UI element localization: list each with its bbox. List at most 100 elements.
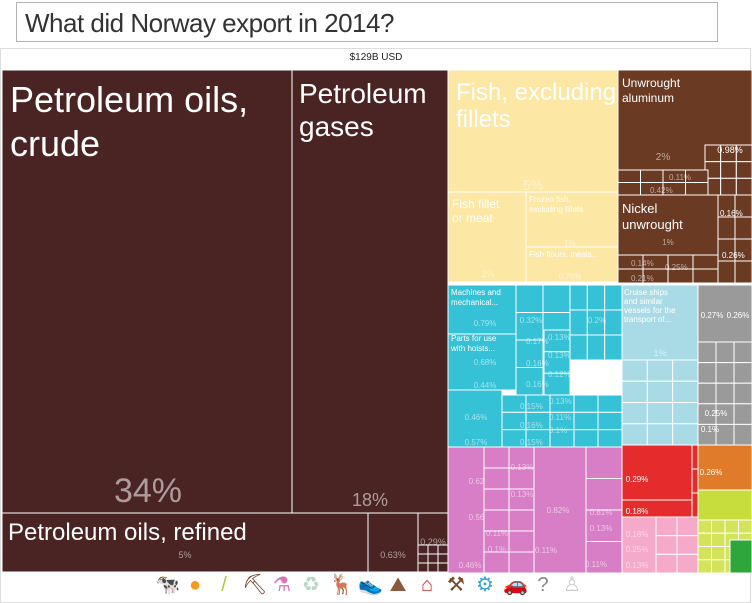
tile-green[interactable] <box>711 532 726 547</box>
tile-metal[interactable] <box>717 216 736 240</box>
tile-ships[interactable] <box>621 380 648 403</box>
car-icon[interactable]: 🚗 <box>503 574 528 596</box>
tile-pink[interactable] <box>508 509 535 532</box>
tile-dark-green[interactable] <box>729 539 752 574</box>
tile-green[interactable] <box>724 519 739 534</box>
tile-green[interactable] <box>697 532 712 547</box>
tile-fish[interactable] <box>447 69 619 193</box>
question-icon[interactable]: ? <box>537 574 549 596</box>
tile-machinery[interactable] <box>586 334 606 361</box>
deer-icon[interactable]: 🦌 <box>329 574 354 596</box>
tile-ships[interactable] <box>621 359 648 382</box>
tile-other[interactable] <box>733 423 752 446</box>
tile-metal[interactable] <box>734 216 752 240</box>
tile-orange[interactable] <box>697 444 752 491</box>
tile-green[interactable] <box>711 546 726 561</box>
tile-pink[interactable] <box>483 509 510 532</box>
tile-other-petroleum[interactable] <box>367 512 419 573</box>
mountain-icon[interactable]: ⛰ <box>389 574 407 596</box>
tile-green[interactable] <box>697 489 752 521</box>
tile-other[interactable] <box>733 403 752 425</box>
tile-metal[interactable] <box>720 177 737 196</box>
tile-machinery[interactable] <box>515 312 544 341</box>
tile-other[interactable] <box>733 382 752 405</box>
tile-machinery[interactable] <box>604 334 623 361</box>
tile-other-petroleum[interactable] <box>437 562 449 573</box>
tile-other[interactable] <box>697 362 717 384</box>
shoe-icon[interactable]: 👟 <box>358 574 383 596</box>
tile-ships[interactable] <box>621 402 648 425</box>
search-box[interactable]: What did Norway export in 2014? <box>16 2 718 42</box>
tile-ships[interactable] <box>621 423 648 446</box>
tile-machinery[interactable] <box>515 367 544 396</box>
tile-metal[interactable] <box>692 254 719 270</box>
tile-light-pink[interactable] <box>655 535 678 555</box>
tile-pink[interactable] <box>508 551 535 574</box>
tile-metal[interactable] <box>734 260 752 284</box>
tile-metal[interactable] <box>685 182 709 196</box>
flask-icon[interactable]: ⚗ <box>273 574 291 596</box>
statue-icon[interactable]: ♙ <box>563 574 581 596</box>
tile-pink[interactable] <box>483 551 510 574</box>
tile-pink[interactable] <box>483 446 510 469</box>
tile-pink[interactable] <box>585 509 623 542</box>
tile-metal[interactable] <box>735 161 752 179</box>
tile-ships[interactable] <box>646 423 674 446</box>
tile-ships[interactable] <box>672 359 699 382</box>
tile-other[interactable] <box>733 362 752 384</box>
tile-green[interactable] <box>738 519 752 534</box>
tile-other-petroleum[interactable] <box>427 562 439 573</box>
tile-green[interactable] <box>697 546 712 561</box>
tile-metal[interactable] <box>720 161 737 179</box>
tile-petroleum-gases[interactable] <box>291 69 449 514</box>
tile-pink[interactable] <box>508 530 535 553</box>
tile-other[interactable] <box>715 362 735 384</box>
gears-icon[interactable]: ⚙ <box>476 574 494 596</box>
tile-machinery[interactable] <box>569 284 588 311</box>
tile-metal[interactable] <box>617 169 641 183</box>
tile-fish-flours[interactable] <box>525 246 619 283</box>
tile-other-petroleum[interactable] <box>427 553 439 564</box>
tile-machinery[interactable] <box>573 429 599 448</box>
tile-ships[interactable] <box>672 402 699 425</box>
tile-other[interactable] <box>697 382 717 405</box>
tile-machinery[interactable] <box>542 284 571 313</box>
tile-machines[interactable] <box>447 284 517 335</box>
tile-metal[interactable] <box>640 169 664 183</box>
tile-machinery[interactable] <box>604 284 623 311</box>
tile-metal[interactable] <box>692 268 719 284</box>
tile-pink[interactable] <box>483 488 510 511</box>
tile-other-petroleum[interactable] <box>417 544 429 555</box>
tile-light-pink[interactable] <box>655 516 678 537</box>
tile-machinery[interactable] <box>597 429 623 448</box>
tile-other-petroleum[interactable] <box>427 544 439 555</box>
tile-metal[interactable] <box>735 177 752 196</box>
tile-green[interactable] <box>711 559 726 574</box>
tile-petroleum-refined[interactable] <box>1 512 369 573</box>
house-icon[interactable]: ⌂ <box>420 574 434 596</box>
tile-ships[interactable] <box>672 380 699 403</box>
tile-pink[interactable] <box>533 446 587 574</box>
tile-ships[interactable] <box>646 402 674 425</box>
tile-other[interactable] <box>697 284 752 343</box>
oil-rig-icon[interactable]: ⛏ <box>242 574 268 596</box>
cow-icon[interactable]: 🐄 <box>155 574 180 596</box>
tile-other-petroleum[interactable] <box>417 562 429 573</box>
orange-icon[interactable]: ● <box>188 574 202 596</box>
tile-machinery[interactable] <box>569 334 588 361</box>
tile-light-pink[interactable] <box>676 553 699 574</box>
tile-pink[interactable] <box>585 478 623 511</box>
tile-light-pink[interactable] <box>676 516 699 537</box>
tile-other-petroleum[interactable] <box>437 553 449 564</box>
tile-other[interactable] <box>697 341 717 364</box>
tile-metal[interactable] <box>717 260 736 284</box>
tile-parts-hoists[interactable] <box>447 333 517 391</box>
tile-machinery[interactable] <box>597 411 623 431</box>
tile-green[interactable] <box>711 519 726 534</box>
tile-other[interactable] <box>733 341 752 364</box>
recycle-icon[interactable]: ♻ <box>302 574 320 596</box>
tile-pink[interactable] <box>585 541 623 574</box>
tile-pink[interactable] <box>483 467 510 490</box>
tile-machinery[interactable] <box>447 389 503 449</box>
tile-ships[interactable] <box>672 423 699 446</box>
